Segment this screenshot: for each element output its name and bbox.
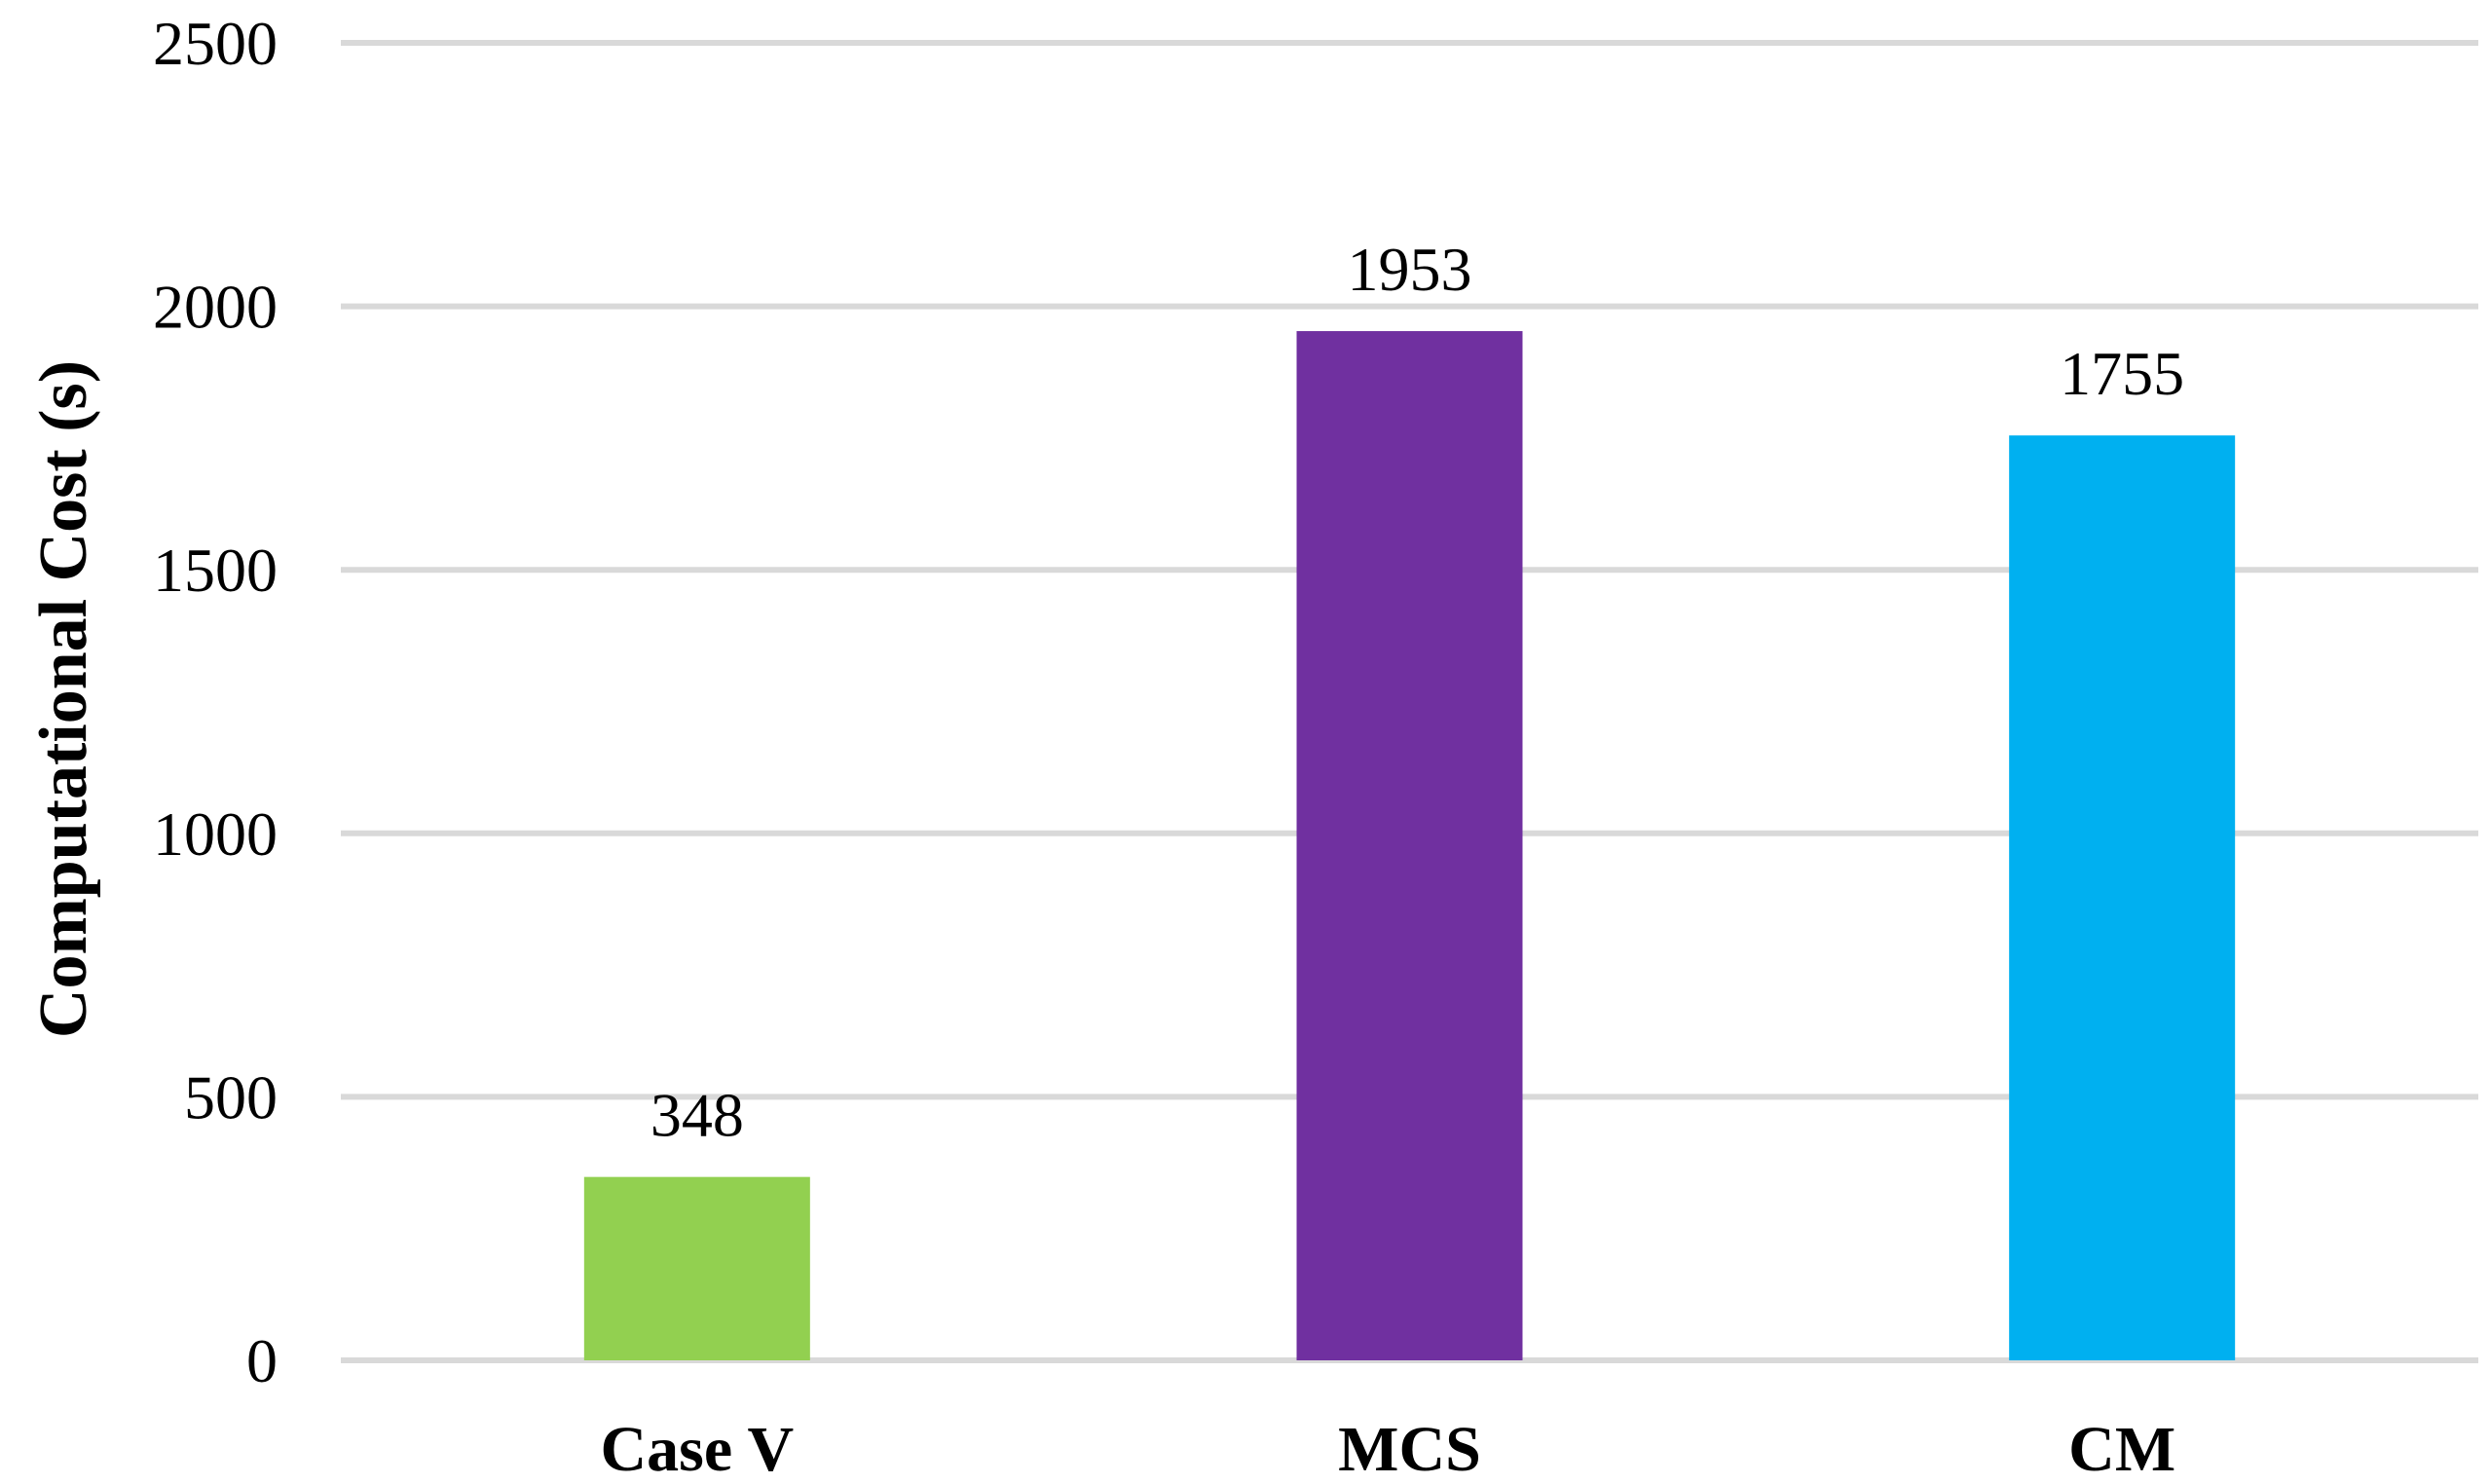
data-label: 1755 [2060,339,2184,408]
data-labels: 348 1953 1755 [650,235,2184,1150]
x-category-label: Case V [601,1414,795,1484]
y-tick-label: 1000 [153,799,278,869]
x-category-label: CM [2068,1414,2175,1484]
bar-mcs [1296,331,1523,1361]
y-tick-label: 500 [184,1062,278,1132]
y-tick-label: 2500 [153,9,278,78]
bar-cm [2009,435,2236,1361]
y-axis-tick-labels: 0 500 1000 1500 2000 2500 [153,9,278,1395]
bar-case-v [583,1176,810,1360]
data-label: 348 [650,1081,744,1150]
bars [583,331,2236,1361]
data-label: 1953 [1348,235,1472,304]
y-axis-title: Computational Cost (s) [26,360,101,1038]
x-category-label: MCS [1338,1414,1481,1484]
y-tick-label: 0 [246,1326,278,1395]
x-axis-category-labels: Case V MCS CM [601,1414,2176,1484]
y-tick-label: 2000 [153,273,278,342]
y-tick-label: 1500 [153,536,278,605]
